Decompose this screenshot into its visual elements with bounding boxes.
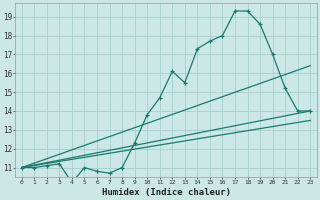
X-axis label: Humidex (Indice chaleur): Humidex (Indice chaleur) [101,188,230,197]
